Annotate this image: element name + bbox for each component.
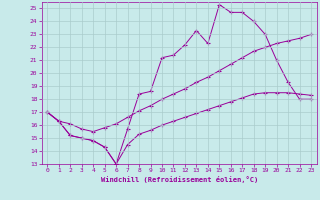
X-axis label: Windchill (Refroidissement éolien,°C): Windchill (Refroidissement éolien,°C) bbox=[100, 176, 258, 183]
